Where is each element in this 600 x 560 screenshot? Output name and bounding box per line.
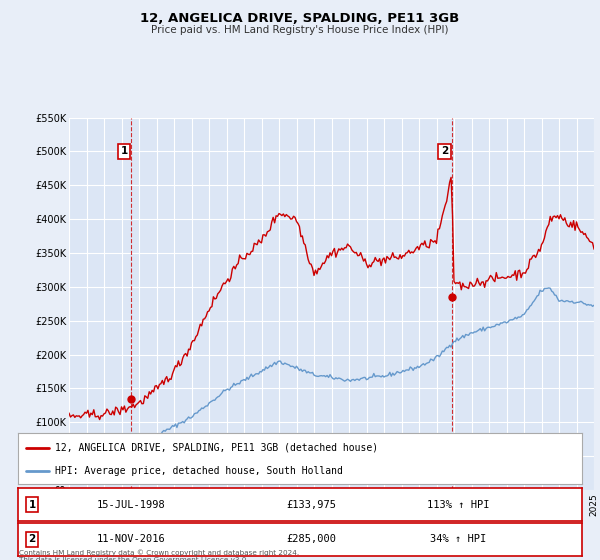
Text: £285,000: £285,000	[286, 534, 336, 544]
Text: 1: 1	[121, 147, 128, 156]
Text: This data is licensed under the Open Government Licence v3.0.: This data is licensed under the Open Gov…	[19, 557, 249, 560]
Text: HPI: Average price, detached house, South Holland: HPI: Average price, detached house, Sout…	[55, 466, 343, 476]
Text: Contains HM Land Registry data © Crown copyright and database right 2024.: Contains HM Land Registry data © Crown c…	[19, 549, 299, 556]
Text: £133,975: £133,975	[286, 500, 336, 510]
Text: 1: 1	[28, 500, 36, 510]
Text: 2: 2	[441, 147, 448, 156]
Text: 11-NOV-2016: 11-NOV-2016	[97, 534, 165, 544]
Text: 113% ↑ HPI: 113% ↑ HPI	[427, 500, 489, 510]
Text: 15-JUL-1998: 15-JUL-1998	[97, 500, 165, 510]
Text: 12, ANGELICA DRIVE, SPALDING, PE11 3GB: 12, ANGELICA DRIVE, SPALDING, PE11 3GB	[140, 12, 460, 25]
Text: 34% ↑ HPI: 34% ↑ HPI	[430, 534, 486, 544]
Text: Price paid vs. HM Land Registry's House Price Index (HPI): Price paid vs. HM Land Registry's House …	[151, 25, 449, 35]
Text: 2: 2	[28, 534, 36, 544]
Text: 12, ANGELICA DRIVE, SPALDING, PE11 3GB (detached house): 12, ANGELICA DRIVE, SPALDING, PE11 3GB (…	[55, 442, 378, 452]
